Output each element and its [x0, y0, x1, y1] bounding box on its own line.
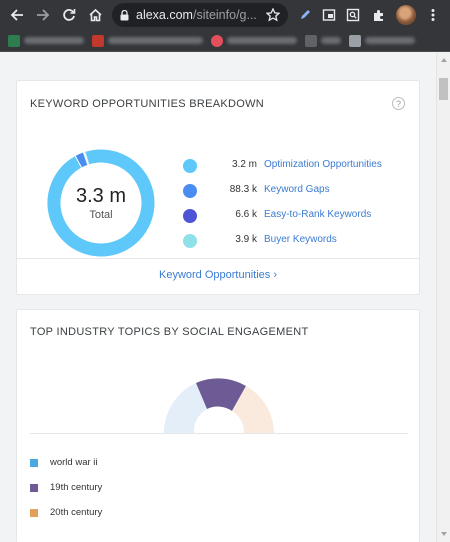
scroll-up-arrow-icon[interactable]	[441, 58, 447, 62]
legend-label: world war ii	[50, 457, 98, 468]
puzzle-extensions-icon[interactable]	[368, 4, 390, 26]
legend-value: 88.3 k	[229, 184, 257, 195]
legend-dot	[183, 234, 197, 248]
legend-row: 3.2 m Optimization Opportunities	[183, 157, 413, 182]
donut-separator	[83, 152, 89, 165]
keyword-opportunities-link[interactable]: Keyword Opportunities ›	[159, 269, 277, 281]
bookmark-item[interactable]	[8, 34, 84, 47]
legend-dot	[183, 159, 197, 173]
keyword-opportunities-card: KEYWORD OPPORTUNITIES BREAKDOWN ? 3.3 m …	[16, 80, 420, 295]
bookmark-item[interactable]	[92, 34, 203, 47]
bookmark-item[interactable]	[305, 34, 341, 47]
home-icon[interactable]	[84, 4, 106, 26]
legend-swatch	[30, 509, 38, 517]
segment-20th-century[interactable]	[232, 386, 274, 433]
legend-dot	[183, 209, 197, 223]
bookmark-favicon-icon	[305, 34, 317, 47]
topics-semicircle-chart	[163, 378, 274, 433]
legend-row: 88.3 k Keyword Gaps	[183, 182, 413, 207]
bookmark-item[interactable]	[349, 34, 415, 47]
bookmark-favicon-icon	[211, 34, 223, 47]
forward-icon[interactable]	[32, 4, 54, 26]
profile-avatar[interactable]	[396, 5, 416, 25]
segment-19th-century[interactable]	[196, 378, 246, 411]
bookmarks-bar	[0, 30, 450, 52]
bookmark-item[interactable]	[211, 34, 297, 47]
legend-swatch	[30, 484, 38, 492]
url-host: alexa.com	[136, 8, 193, 22]
legend-value: 3.9 k	[235, 234, 257, 245]
keyword-legend: 3.2 m Optimization Opportunities 88.3 k …	[183, 157, 413, 257]
legend-value: 3.2 m	[231, 159, 257, 170]
chart-baseline	[30, 433, 408, 434]
legend-label: 19th century	[50, 482, 103, 493]
donut-center: 3.3 m Total	[45, 147, 157, 259]
help-icon[interactable]: ?	[392, 97, 405, 110]
donut-total-label: Total	[89, 209, 113, 221]
browser-toolbar: alexa.com/siteinfo/g...	[0, 0, 450, 30]
bookmark-favicon-icon	[92, 34, 104, 47]
keyword-donut-chart	[47, 149, 155, 257]
buyer-keywords-link[interactable]: Buyer Keywords	[264, 234, 337, 245]
legend-swatch	[30, 459, 38, 467]
search-extension-icon[interactable]	[342, 4, 364, 26]
pen-extension-icon[interactable]	[294, 4, 316, 26]
more-menu-icon[interactable]	[422, 4, 444, 26]
url-path: /siteinfo/g...	[192, 8, 257, 22]
legend-dot	[183, 184, 197, 198]
reload-icon[interactable]	[58, 4, 80, 26]
scroll-down-arrow-icon[interactable]	[441, 532, 447, 536]
donut-separator	[74, 155, 82, 168]
window-extension-icon[interactable]	[318, 4, 340, 26]
back-icon[interactable]	[6, 4, 28, 26]
industry-topics-card: TOP INDUSTRY TOPICS BY SOCIAL ENGAGEMENT…	[16, 309, 420, 542]
keyword-gaps-link[interactable]: Keyword Gaps	[264, 184, 330, 195]
legend-label: 20th century	[50, 507, 103, 518]
bookmark-star-icon[interactable]	[262, 4, 284, 26]
legend-row: 3.9 k Buyer Keywords	[183, 232, 413, 257]
optimization-opportunities-link[interactable]: Optimization Opportunities	[264, 159, 382, 170]
scroll-thumb[interactable]	[439, 78, 448, 100]
vertical-scrollbar[interactable]	[436, 53, 450, 542]
bookmark-favicon-icon	[8, 34, 20, 47]
card-title: TOP INDUSTRY TOPICS BY SOCIAL ENGAGEMENT	[30, 326, 309, 338]
card-divider	[17, 258, 419, 259]
address-bar[interactable]: alexa.com/siteinfo/g...	[112, 3, 288, 27]
legend-row: 6.6 k Easy-to-Rank Keywords	[183, 207, 413, 232]
bookmark-favicon-icon	[349, 34, 361, 47]
segment-world-war-ii[interactable]	[163, 383, 207, 433]
donut-total-value: 3.3 m	[75, 185, 127, 207]
lock-icon	[120, 9, 129, 21]
legend-value: 6.6 k	[235, 209, 257, 220]
easy-to-rank-keywords-link[interactable]: Easy-to-Rank Keywords	[264, 209, 372, 220]
card-title: KEYWORD OPPORTUNITIES BREAKDOWN	[30, 98, 265, 110]
donut-separator	[82, 152, 89, 165]
